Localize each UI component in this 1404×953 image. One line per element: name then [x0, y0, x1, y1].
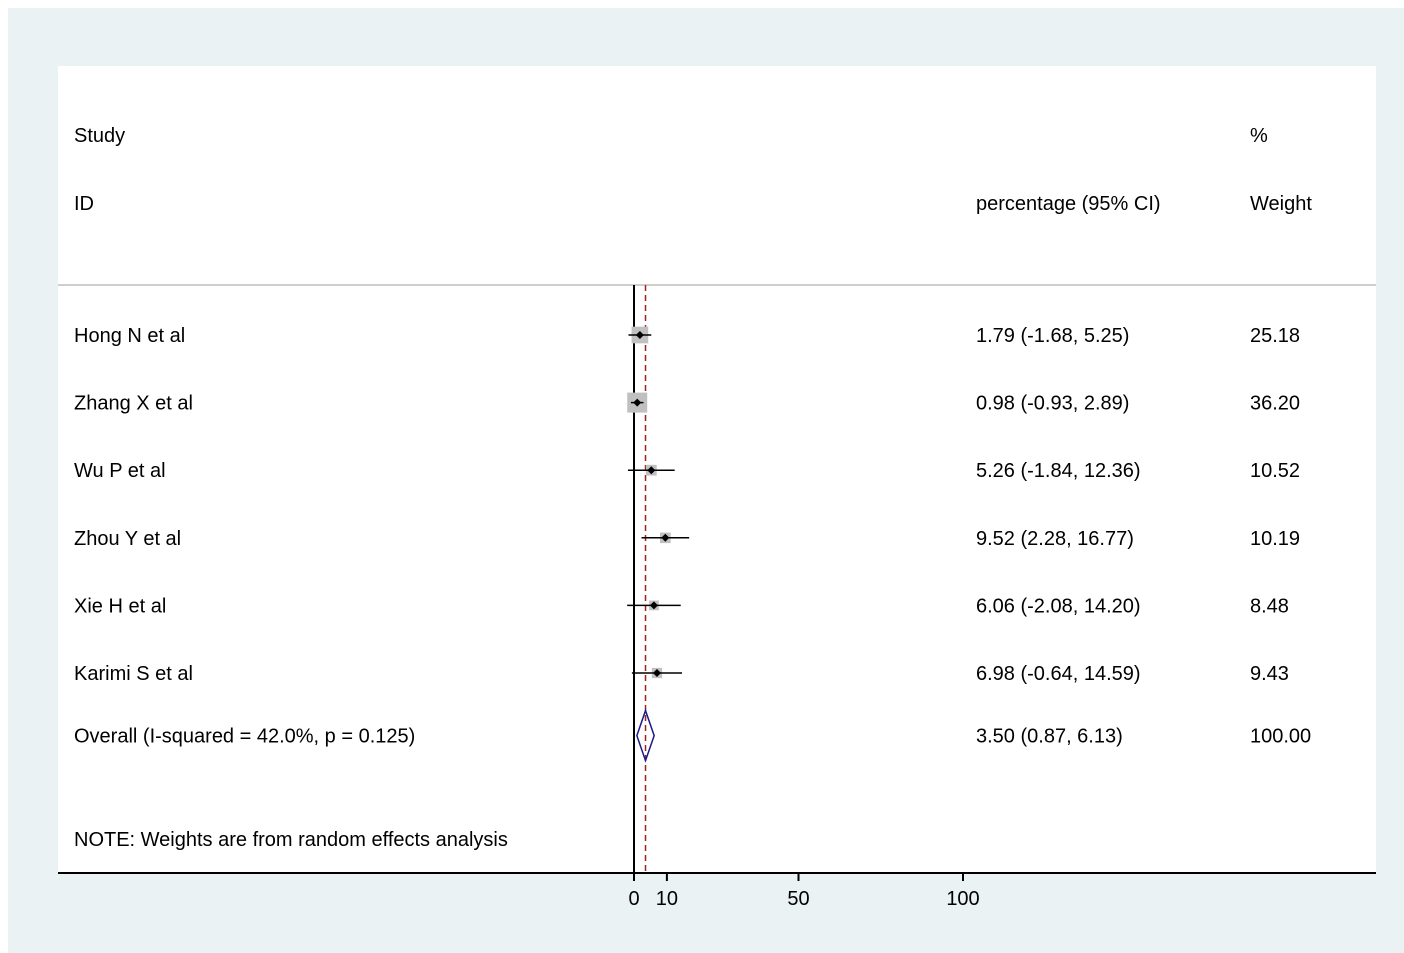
- study-label: Wu P et al: [74, 460, 166, 482]
- note-text: NOTE: Weights are from random effects an…: [74, 829, 508, 851]
- study-weight-text: 9.43: [1250, 663, 1289, 685]
- figure-background: Study ID percentage (95% CI) % Weight Ho…: [8, 8, 1404, 953]
- header-id: ID: [74, 193, 94, 215]
- study-row: Xie H et al 6.06 (-2.08, 14.20) 8.48: [74, 595, 1289, 617]
- study-label: Hong N et al: [74, 325, 185, 347]
- study-label: Xie H et al: [74, 595, 166, 617]
- overall-row: Overall (I-squared = 42.0%, p = 0.125) 3.…: [74, 708, 1311, 763]
- forest-plot-area: Study ID percentage (95% CI) % Weight Ho…: [58, 66, 1376, 874]
- header-weight: Weight: [1250, 193, 1312, 215]
- table-header: Study ID percentage (95% CI) % Weight: [74, 125, 1312, 215]
- header-study: Study: [74, 125, 125, 147]
- point-estimate: [652, 669, 661, 677]
- study-row: Karimi S et al 6.98 (-0.64, 14.59) 9.43: [74, 663, 1289, 685]
- point-estimate: [633, 398, 642, 407]
- overall-weight-text: 100.00: [1250, 726, 1311, 748]
- study-weight-text: 10.19: [1250, 528, 1300, 550]
- study-ci-text: 9.52 (2.28, 16.77): [976, 528, 1134, 550]
- study-weight-text: 10.52: [1250, 460, 1300, 482]
- study-ci-text: 6.98 (-0.64, 14.59): [976, 663, 1141, 685]
- study-ci-text: 0.98 (-0.93, 2.89): [976, 393, 1129, 415]
- study-row: Wu P et al 5.26 (-1.84, 12.36) 10.52: [74, 460, 1300, 482]
- study-row: Zhang X et al 0.98 (-0.93, 2.89) 36.20: [74, 392, 1300, 415]
- study-weight-text: 25.18: [1250, 325, 1300, 347]
- study-label: Zhou Y et al: [74, 528, 181, 550]
- point-estimate: [661, 533, 670, 542]
- overall-label: Overall (I-squared = 42.0%, p = 0.125): [74, 726, 415, 748]
- point-estimate: [649, 601, 658, 610]
- forest-plot: Study ID percentage (95% CI) % Weight Ho…: [58, 125, 1376, 874]
- overall-ci-text: 3.50 (0.87, 6.13): [976, 726, 1123, 748]
- header-effect-size: percentage (95% CI): [976, 193, 1161, 215]
- point-estimate: [635, 331, 644, 339]
- study-row: Zhou Y et al 9.52 (2.28, 16.77) 10.19: [74, 528, 1300, 550]
- study-ci-text: 6.06 (-2.08, 14.20): [976, 595, 1141, 617]
- header-percent: %: [1250, 125, 1268, 147]
- point-estimate: [647, 466, 656, 475]
- study-weight-text: 36.20: [1250, 393, 1300, 415]
- study-label: Zhang X et al: [74, 393, 193, 415]
- study-ci-text: 1.79 (-1.68, 5.25): [976, 325, 1129, 347]
- study-ci-text: 5.26 (-1.84, 12.36): [976, 460, 1141, 482]
- overall-diamond: [636, 708, 655, 763]
- study-weight-text: 8.48: [1250, 595, 1289, 617]
- study-row: Hong N et al 1.79 (-1.68, 5.25) 25.18: [74, 325, 1300, 347]
- study-label: Karimi S et al: [74, 663, 193, 685]
- study-rows: Hong N et al 1.79 (-1.68, 5.25) 25.18 Zhang…: [74, 325, 1311, 763]
